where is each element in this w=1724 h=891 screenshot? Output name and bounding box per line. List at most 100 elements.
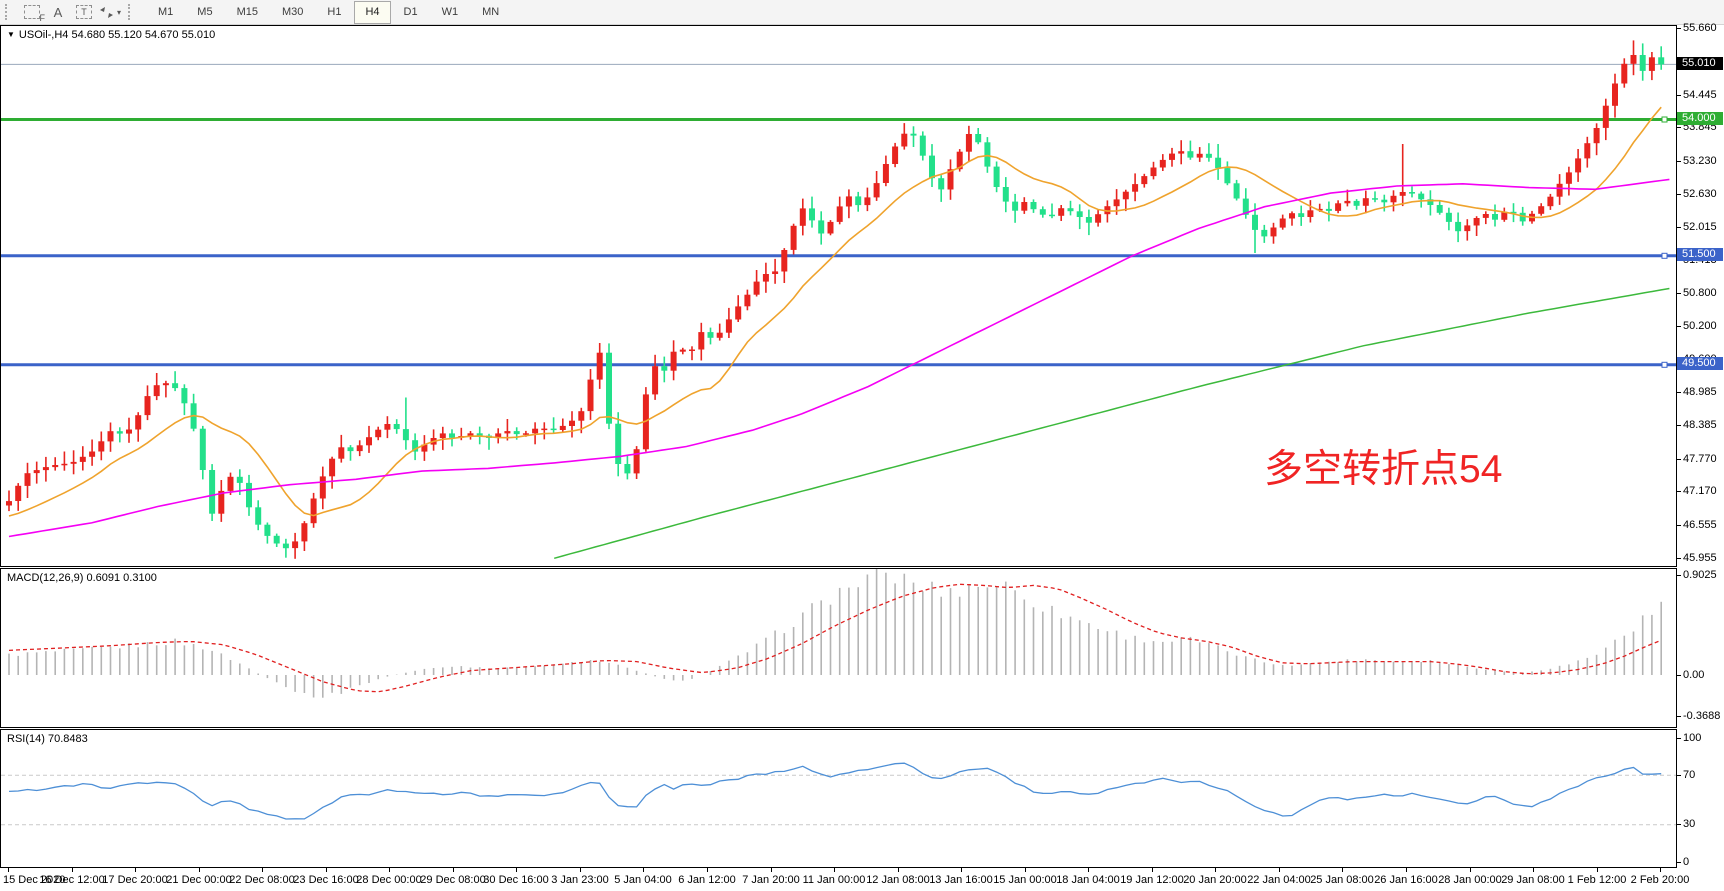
time-tick [389, 868, 390, 872]
rsi-tick: 70 [1677, 769, 1695, 782]
time-label: 18 Jan 04:00 [1056, 874, 1120, 886]
fibonacci-tool-icon[interactable]: F [19, 2, 45, 23]
time-label: 28 Dec 00:00 [356, 874, 422, 886]
rsi-tick: 100 [1677, 732, 1701, 745]
price-chart-canvas[interactable] [1, 26, 1676, 566]
timeframe-button-mn[interactable]: MN [482, 5, 500, 18]
time-label: 23 Dec 16:00 [293, 874, 359, 886]
time-label: 1 Feb 12:00 [1567, 874, 1627, 886]
timeframe-toolbar: M1 M5 M15 M30 H1 H4 D1 W1 MN [146, 0, 511, 24]
time-label: 29 Dec 08:00 [420, 874, 486, 886]
time-tick [580, 868, 581, 872]
time-label: 22 Dec 08:00 [229, 874, 295, 886]
diagonal-arrows-icon [99, 6, 113, 18]
time-label: 30 Dec 16:00 [483, 874, 549, 886]
time-label: 2 Feb 20:00 [1630, 874, 1690, 886]
time-label: 6 Jan 12:00 [678, 874, 736, 886]
timeframe-button-h4[interactable]: H4 [354, 0, 391, 24]
time-label: 17 Dec 20:00 [102, 874, 168, 886]
time-label: 16 Dec 12:00 [39, 874, 105, 886]
price-marker: 51.500 [1677, 248, 1723, 261]
timeframe-button-w1[interactable]: W1 [441, 5, 459, 18]
time-label: 21 Dec 00:00 [166, 874, 232, 886]
cursor-arrows-tool-icon[interactable]: ▾ [97, 2, 123, 22]
time-tick [771, 868, 772, 872]
time-tick [199, 868, 200, 872]
time-label: 19 Jan 12:00 [1120, 874, 1184, 886]
time-label: 7 Jan 20:00 [742, 874, 800, 886]
price-tick: 53.230 [1677, 155, 1717, 168]
timeframe-button-m1[interactable]: M1 [158, 5, 174, 18]
macd-tick: -0.3688 [1677, 710, 1720, 723]
chart-title-text: USOil-,H4 54.680 55.120 54.670 55.010 [18, 29, 216, 41]
timeframe-button-h1[interactable]: H1 [327, 5, 342, 18]
macd-label: MACD(12,26,9) 0.6091 0.3100 [7, 572, 157, 584]
time-tick [898, 868, 899, 872]
text-tool-icon[interactable]: A [53, 4, 63, 20]
chevron-down-icon: ▾ [116, 7, 121, 17]
time-tick [1215, 868, 1216, 872]
time-tick [643, 868, 644, 872]
timeframe-button-m15[interactable]: M15 [236, 5, 258, 18]
macd-axis[interactable]: 0.9025 0.00 -0.3688 [1677, 568, 1724, 728]
time-label: 15 Jan 00:00 [993, 874, 1057, 886]
rsi-tick: 0 [1677, 856, 1689, 869]
main-chart-pane[interactable]: ▼ USOil-,H4 54.680 55.120 54.670 55.010 多… [0, 25, 1677, 567]
rsi-canvas[interactable] [1, 730, 1676, 867]
time-tick [707, 868, 708, 872]
time-tick [1152, 868, 1153, 872]
timeframe-button-m30[interactable]: M30 [281, 5, 304, 18]
text-label-box-icon: T [76, 5, 92, 19]
price-tick: 50.800 [1677, 287, 1717, 300]
macd-tick: 0.00 [1677, 669, 1704, 682]
time-tick [453, 868, 454, 872]
fibonacci-box-icon: F [24, 5, 45, 23]
rsi-axis[interactable]: 100 70 30 0 [1677, 729, 1724, 868]
timeframe-button-d1[interactable]: D1 [403, 5, 418, 18]
time-label: 29 Jan 08:00 [1501, 874, 1565, 886]
price-marker: 55.010 [1677, 57, 1723, 70]
time-tick [8, 868, 9, 872]
price-tick: 50.200 [1677, 320, 1717, 333]
time-label: 26 Jan 16:00 [1374, 874, 1438, 886]
time-tick [1088, 868, 1089, 872]
time-tick [516, 868, 517, 872]
chevron-down-icon[interactable]: ▼ [7, 30, 15, 39]
price-tick: 46.555 [1677, 519, 1717, 532]
price-tick: 48.385 [1677, 419, 1717, 432]
rsi-label: RSI(14) 70.8483 [7, 733, 88, 745]
macd-canvas[interactable] [1, 569, 1676, 727]
time-axis[interactable]: 15 Dec 2020 16 Dec 12:00 17 Dec 20:00 21 De… [0, 868, 1724, 891]
time-tick [135, 868, 136, 872]
toolbar-grip[interactable] [5, 4, 10, 20]
price-tick: 45.955 [1677, 552, 1717, 565]
rsi-pane[interactable]: RSI(14) 70.8483 [0, 729, 1677, 868]
toolbar: F A T ▾ M1 M5 M15 M30 H1 H4 D1 W1 MN [0, 0, 1724, 25]
rsi-tick: 30 [1677, 818, 1695, 831]
price-tick: 47.770 [1677, 453, 1717, 466]
time-tick [1025, 868, 1026, 872]
price-tick: 47.170 [1677, 485, 1717, 498]
macd-pane[interactable]: MACD(12,26,9) 0.6091 0.3100 [0, 568, 1677, 728]
price-tick: 52.015 [1677, 221, 1717, 234]
time-tick [72, 868, 73, 872]
time-tick [1406, 868, 1407, 872]
time-label: 11 Jan 00:00 [802, 874, 866, 886]
time-label: 25 Jan 08:00 [1310, 874, 1374, 886]
time-tick [1660, 868, 1661, 872]
time-label: 3 Jan 23:00 [551, 874, 609, 886]
annotation-text[interactable]: 多空转折点54 [1264, 448, 1503, 491]
time-label: 22 Jan 04:00 [1247, 874, 1311, 886]
price-axis[interactable]: 55.66054.44553.84553.23052.63052.01551.4… [1677, 22, 1724, 567]
time-tick [961, 868, 962, 872]
text-label-tool-icon[interactable]: T [71, 2, 97, 22]
time-label: 5 Jan 04:00 [614, 874, 672, 886]
time-label: 15 Dec 2020 [3, 874, 66, 886]
time-label: 20 Jan 20:00 [1183, 874, 1247, 886]
toolbar-grip-2[interactable] [128, 4, 133, 20]
macd-tick: 0.9025 [1677, 569, 1717, 582]
time-tick [326, 868, 327, 872]
time-label: 13 Jan 16:00 [929, 874, 993, 886]
timeframe-button-m5[interactable]: M5 [197, 5, 213, 18]
